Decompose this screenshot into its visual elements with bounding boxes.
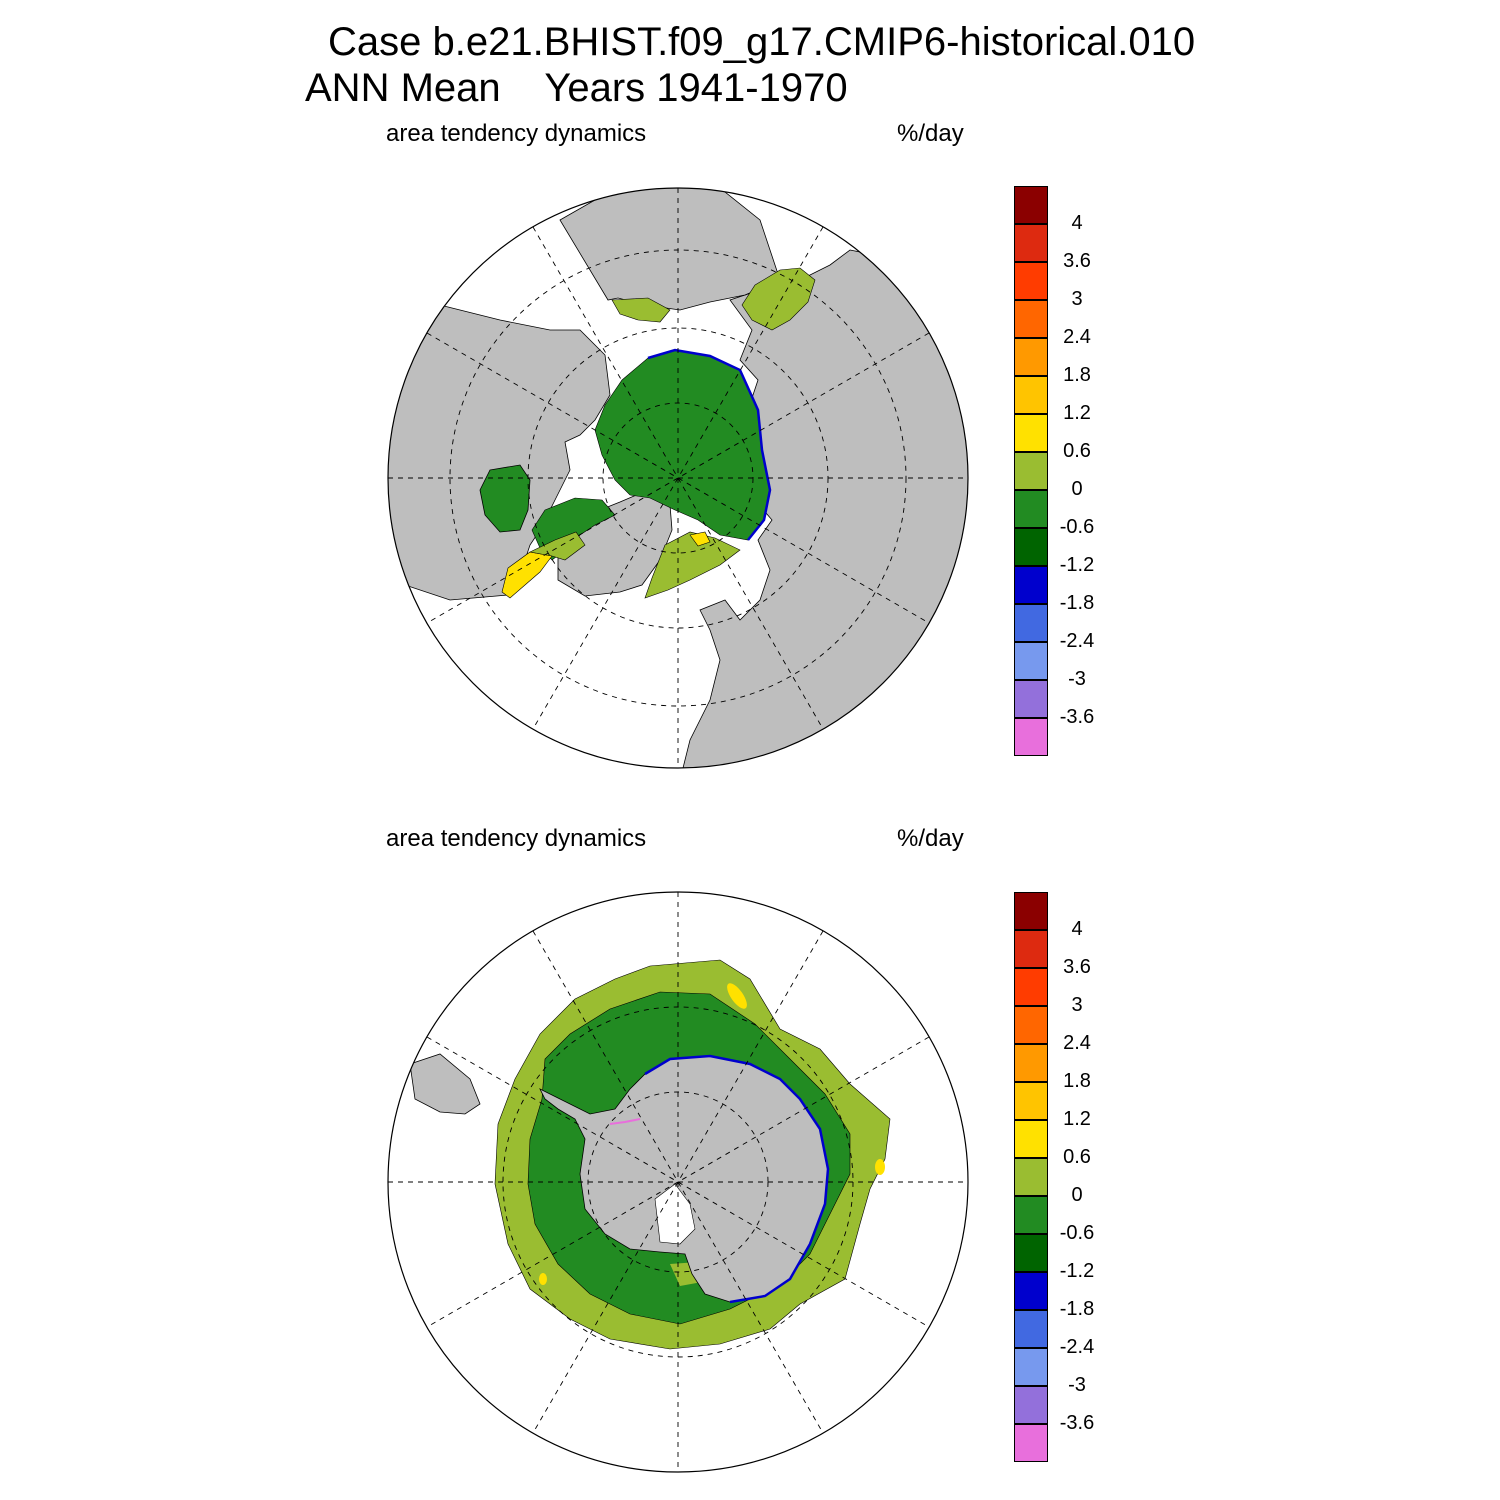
south-ice-edge xyxy=(644,1054,830,1304)
south-ice-yellow-patch-3 xyxy=(539,1273,547,1285)
south-colorbar-swatch xyxy=(1014,968,1048,1006)
south-colorbar-tick-label: -1.2 xyxy=(1059,1260,1095,1282)
north-colorbar-tick-label: 3.6 xyxy=(1063,250,1091,272)
north-polar-map xyxy=(387,187,969,769)
south-colorbar-tick-label: 0 xyxy=(1071,1184,1083,1206)
north-colorbar-swatch xyxy=(1014,680,1048,718)
panel-north-variable-label: area tendency dynamics xyxy=(386,120,647,147)
north-colorbar-tick-label: 0.6 xyxy=(1063,440,1091,462)
north-colorbar-tick-label: -3 xyxy=(1068,668,1086,690)
south-colorbar-tick-label: 0.6 xyxy=(1063,1146,1091,1168)
south-colorbar-swatch xyxy=(1014,1044,1048,1082)
south-colorbar-swatch xyxy=(1014,1082,1048,1120)
north-ice-fram-yellow xyxy=(689,531,711,547)
north-colorbar-swatch xyxy=(1014,262,1048,300)
north-ice-labrador-green xyxy=(529,531,586,561)
north-colorbar-tick-label: 4 xyxy=(1071,212,1083,234)
south-ice-edge-pink xyxy=(609,1118,641,1125)
south-colorbar-tick-label: -1.8 xyxy=(1059,1298,1095,1320)
north-colorbar-tick-label: 1.8 xyxy=(1063,364,1091,386)
south-ice-yellow-patch-1 xyxy=(727,983,747,1009)
north-ice-okhotsk xyxy=(741,267,816,331)
north-colorbar-swatch xyxy=(1014,528,1048,566)
north-land-bering-region xyxy=(559,188,781,311)
north-colorbar-swatch xyxy=(1014,718,1048,756)
south-colorbar-tick-label: 1.8 xyxy=(1063,1070,1091,1092)
south-colorbar-tick-label: -3 xyxy=(1068,1374,1086,1396)
north-colorbar-tick-label: -2.4 xyxy=(1059,630,1095,652)
panel-north-units-label: %/day xyxy=(897,120,964,147)
north-graticule xyxy=(388,188,968,768)
north-colorbar-swatch xyxy=(1014,604,1048,642)
south-land-south-america xyxy=(409,1053,481,1115)
title-period: ANN Mean Years 1941-1970 xyxy=(305,66,848,110)
north-colorbar-swatch xyxy=(1014,376,1048,414)
south-colorbar-tick-label: 2.4 xyxy=(1063,1032,1091,1054)
south-colorbar-swatch xyxy=(1014,1272,1048,1310)
south-colorbar-swatch xyxy=(1014,1006,1048,1044)
south-colorbar xyxy=(1014,892,1048,1462)
north-colorbar-swatch xyxy=(1014,224,1048,262)
south-colorbar-swatch xyxy=(1014,1234,1048,1272)
north-colorbar-tick-label: 0 xyxy=(1071,478,1083,500)
south-colorbar-swatch xyxy=(1014,1348,1048,1386)
south-colorbar-tick-label: 3.6 xyxy=(1063,956,1091,978)
north-colorbar-tick-label: 3 xyxy=(1071,288,1083,310)
north-map-boundary xyxy=(387,187,969,769)
panel-south-variable-label: area tendency dynamics xyxy=(386,825,647,852)
title-case: Case b.e21.BHIST.f09_g17.CMIP6-historica… xyxy=(328,20,1196,64)
north-colorbar-tick-label: 2.4 xyxy=(1063,326,1091,348)
north-colorbar-swatch xyxy=(1014,414,1048,452)
north-colorbar-tick-label: -3.6 xyxy=(1059,706,1095,728)
south-colorbar-tick-label: 1.2 xyxy=(1063,1108,1091,1130)
north-colorbar-swatch xyxy=(1014,300,1048,338)
north-colorbar-swatch xyxy=(1014,642,1048,680)
panel-south-units-label: %/day xyxy=(897,825,964,852)
south-colorbar-swatch xyxy=(1014,1424,1048,1462)
north-colorbar-tick-label: 1.2 xyxy=(1063,402,1091,424)
south-colorbar-swatch xyxy=(1014,1386,1048,1424)
south-ice-yellow-patch-2 xyxy=(875,1159,885,1175)
south-colorbar-tick-label: 3 xyxy=(1071,994,1083,1016)
south-colorbar-tick-label: -3.6 xyxy=(1059,1412,1095,1434)
north-colorbar-tick-label: -1.8 xyxy=(1059,592,1095,614)
south-map-boundary xyxy=(387,891,969,1473)
south-colorbar-swatch xyxy=(1014,1196,1048,1234)
south-colorbar-swatch xyxy=(1014,892,1048,930)
north-colorbar-tick-label: -0.6 xyxy=(1059,516,1095,538)
north-colorbar-swatch xyxy=(1014,490,1048,528)
south-graticule xyxy=(388,892,968,1472)
north-colorbar-tick-label: -1.2 xyxy=(1059,554,1095,576)
south-colorbar-tick-label: -2.4 xyxy=(1059,1336,1095,1358)
south-colorbar-swatch xyxy=(1014,1310,1048,1348)
south-colorbar-swatch xyxy=(1014,1120,1048,1158)
south-polar-map xyxy=(387,891,969,1473)
north-colorbar-swatch xyxy=(1014,186,1048,224)
south-colorbar-tick-label: 4 xyxy=(1071,918,1083,940)
north-colorbar-swatch xyxy=(1014,566,1048,604)
north-hudson-bay xyxy=(479,464,531,533)
north-ice-bering-west xyxy=(611,297,671,323)
north-colorbar-swatch xyxy=(1014,452,1048,490)
north-colorbar-swatch xyxy=(1014,338,1048,376)
north-colorbar xyxy=(1014,186,1048,756)
south-colorbar-tick-label: -0.6 xyxy=(1059,1222,1095,1244)
south-colorbar-swatch xyxy=(1014,1158,1048,1196)
south-colorbar-swatch xyxy=(1014,930,1048,968)
north-ice-edge xyxy=(647,348,772,541)
